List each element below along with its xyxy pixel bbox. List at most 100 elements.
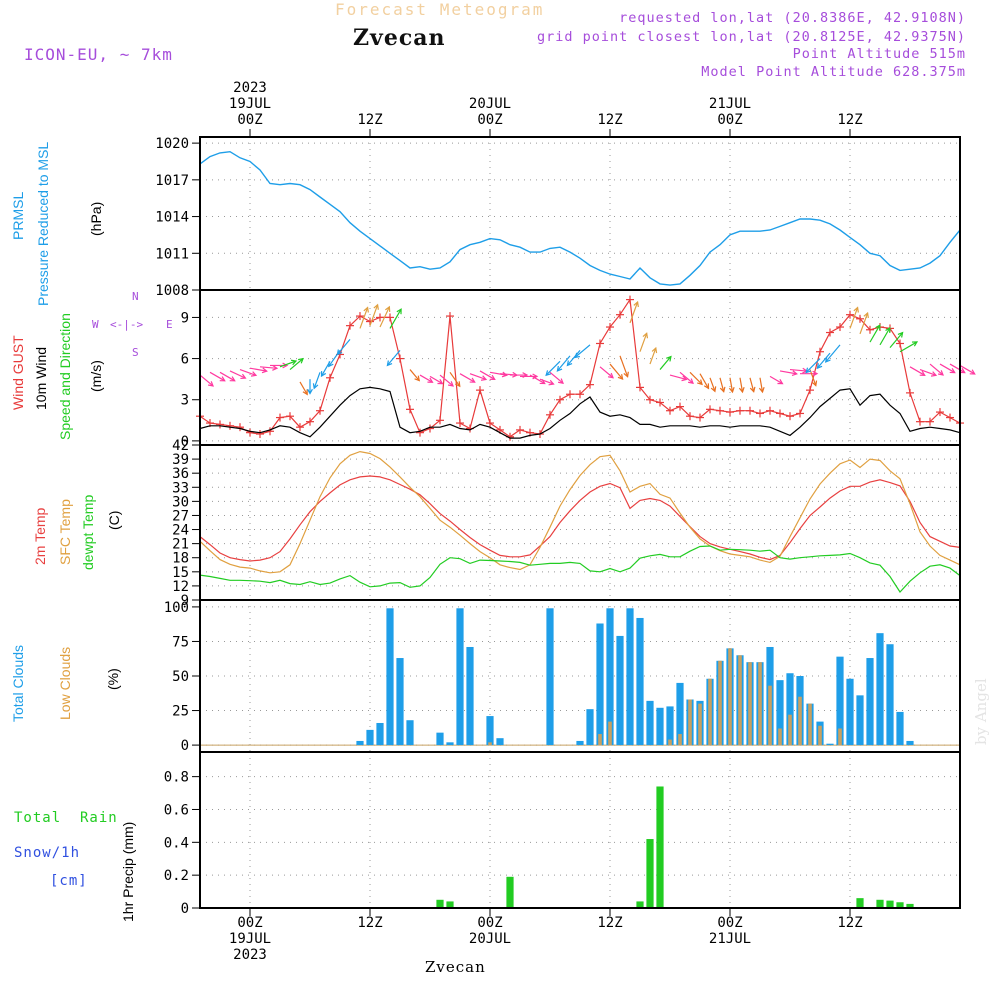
low-cloud-bar: [608, 721, 612, 746]
wind-arrow-head: [336, 349, 343, 356]
wind-arrow-head: [574, 352, 581, 359]
wind-arrow-head: [298, 357, 304, 364]
low-cloud-bar: [728, 648, 732, 746]
y-tick-label: 24: [172, 523, 189, 539]
wind-direction-arrow: [939, 363, 956, 374]
wind-arrow-head: [919, 370, 926, 376]
wind-arrow-head: [959, 367, 966, 374]
total-cloud-bar: [876, 633, 884, 746]
y-tick-label: 0.4: [164, 835, 189, 851]
y-tick-label: 36: [172, 466, 189, 482]
y-tick-label: 3: [181, 393, 189, 409]
time-tick-label: 12Z: [597, 915, 623, 931]
y-tick-label: 0.6: [164, 802, 189, 818]
wind-arrow-head: [816, 363, 823, 370]
wind-arrow-head: [811, 380, 818, 387]
low-cloud-bar: [678, 734, 682, 746]
wind-direction-arrow: [239, 368, 257, 376]
y-tick-label: 12: [172, 579, 189, 595]
wind-arrow-head: [642, 332, 649, 339]
wind-direction-arrow: [729, 377, 734, 393]
y-tick-label: 25: [172, 704, 189, 720]
wind-direction-arrow: [389, 308, 402, 329]
total-cloud-bar: [376, 722, 384, 746]
low-cloud-bar: [818, 725, 822, 746]
low-cloud-bar: [748, 662, 752, 746]
requested-coordinates: requested lon,lat (20.8386E, 42.9108N): [619, 10, 966, 26]
total-cloud-bar: [396, 658, 404, 746]
wind-direction-arrow: [249, 367, 267, 372]
wind-direction-arrow: [719, 377, 725, 392]
total-cloud-bar: [626, 608, 634, 746]
total-cloud-bar: [586, 709, 594, 746]
wind-direction-arrow: [859, 312, 869, 335]
wind-arrow-head: [697, 379, 703, 386]
wind-arrow-head: [805, 367, 812, 374]
total-cloud-bar: [646, 700, 654, 746]
wind-direction-arrow: [229, 370, 246, 379]
wind-arrow-head: [911, 341, 919, 347]
wind-arrow-head: [863, 311, 869, 319]
wind-arrow-head: [302, 389, 308, 396]
time-tick-label: 2023 19JUL 00Z: [228, 80, 272, 128]
wind-arrow-head: [290, 359, 298, 366]
y-tick-label: 15: [172, 565, 189, 581]
wind-direction-arrow: [919, 368, 937, 376]
y-tick-label: 1008: [155, 283, 189, 299]
total-cloud-bar: [486, 716, 494, 746]
y-tick-label: 1014: [155, 210, 189, 226]
wind-arrow-head: [469, 377, 476, 383]
wind-arrow-head: [617, 374, 624, 381]
wind-direction-arrow: [279, 360, 297, 368]
low-cloud-bar: [708, 678, 712, 746]
wind-direction-arrow: [469, 373, 487, 381]
y-tick-label: 0.2: [164, 868, 189, 884]
wind-arrow-head: [282, 362, 289, 369]
footer-location: Zvecan: [425, 958, 486, 976]
y-tick-label: 9: [181, 310, 189, 326]
temp-2m-line: [199, 475, 961, 562]
wind-direction-arrow: [869, 324, 881, 343]
wind-direction-arrow: [739, 377, 744, 393]
wind-gust-line: [199, 297, 961, 438]
panel-frame: [199, 136, 961, 291]
wind-direction-arrow: [419, 374, 433, 383]
rain-bar: [436, 899, 444, 908]
wind-arrow-head: [758, 387, 765, 394]
wind-arrow-head: [749, 386, 756, 393]
y-tick-label: 6: [181, 352, 189, 368]
wind-direction-arrow: [449, 371, 461, 387]
total-cloud-bar: [466, 646, 474, 746]
wind-direction-arrow: [359, 307, 369, 329]
total-cloud-bar: [836, 656, 844, 746]
wind-direction-arrow: [619, 355, 629, 377]
rain-bar: [636, 901, 644, 908]
y-tick-label: 42: [172, 438, 189, 454]
y-tick-label: 0: [181, 738, 189, 754]
panel-frame: [199, 751, 961, 909]
wind-arrow-head: [681, 375, 688, 382]
wind-arrow-head: [363, 306, 369, 313]
wind-arrow-head: [219, 376, 226, 382]
wind-direction-arrow: [556, 355, 571, 372]
total-cloud-bar: [616, 635, 624, 746]
total-cloud-bar: [496, 738, 504, 746]
wind-direction-arrow: [599, 366, 614, 379]
wind-direction-arrow: [909, 366, 926, 376]
wind-direction-arrow: [669, 374, 687, 381]
wind-direction-arrow: [659, 356, 672, 370]
wind-arrow-head: [853, 306, 859, 313]
wind-arrow-head: [312, 383, 319, 390]
time-tick-label: 12Z: [357, 112, 383, 128]
wind-direction-arrow: [209, 371, 226, 382]
total-cloud-bar: [636, 617, 644, 746]
time-tick-label: 00Z 20JUL: [468, 915, 512, 947]
y-tick-label: 21: [172, 537, 189, 553]
wind-arrow-head: [208, 381, 214, 387]
low-cloud-bar: [668, 739, 672, 746]
wind-arrow-head: [437, 379, 444, 385]
compass-west: W: [92, 318, 99, 331]
wind-arrow-head: [791, 370, 798, 377]
y-tick-label: 9: [181, 593, 189, 609]
